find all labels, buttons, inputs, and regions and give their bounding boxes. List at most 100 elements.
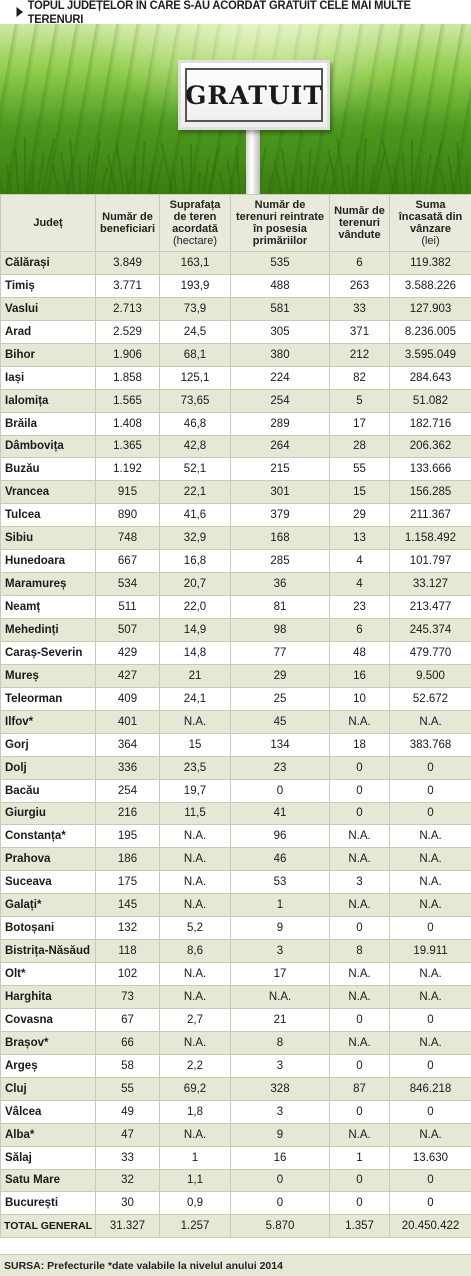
cell-county: Brașov* (0, 1030, 96, 1055)
cell-beneficiaries: 30 (95, 1191, 160, 1216)
grass-blade (23, 137, 26, 194)
grass-blade (60, 152, 69, 194)
cell-beneficiaries: 1.906 (95, 342, 160, 367)
cell-area: N.A. (159, 893, 231, 918)
cell-sold: N.A. (329, 962, 390, 986)
cell-revenue: 0 (389, 1168, 471, 1193)
cell-county: Botoșani (0, 916, 96, 941)
cell-county: Sălaj (0, 1145, 96, 1170)
table-row: Ilfov* 401 N.A. 45 N.A. N.A. (0, 709, 471, 734)
cell-returned: 45 (230, 709, 330, 734)
cell-beneficiaries: 336 (95, 755, 160, 780)
cell-county: Sibiu (0, 526, 96, 551)
cell-area: 21 (159, 663, 231, 688)
cell-sold: 0 (329, 1191, 390, 1216)
header-beneficiaries: Număr de beneficiari (95, 194, 160, 252)
cell-sold: 0 (329, 778, 390, 803)
header-area: Suprafața de teren acordată (hectare) (159, 194, 231, 252)
grass-blade (30, 163, 35, 194)
cell-beneficiaries: 1.408 (95, 411, 160, 436)
cell-area: 2,2 (159, 1053, 231, 1078)
grass-blade (99, 167, 108, 194)
cell-beneficiaries: 1.858 (95, 365, 160, 390)
table-row: București 30 0,9 0 0 0 (0, 1191, 471, 1216)
cell-beneficiaries: 32 (95, 1168, 160, 1193)
cell-sold: N.A. (329, 1122, 390, 1147)
cell-returned: 53 (230, 870, 330, 895)
table-row: Vaslui 2.713 73,9 581 33 127.903 (0, 296, 471, 321)
cell-area: N.A. (159, 870, 231, 895)
cell-area: 73,9 (159, 296, 231, 321)
cell-beneficiaries: 118 (95, 939, 160, 964)
cell-area: 73,65 (159, 388, 231, 413)
table-row: Maramureș 534 20,7 36 4 33.127 (0, 572, 471, 597)
cell-county: Argeș (0, 1053, 96, 1078)
cell-revenue: N.A. (389, 824, 471, 849)
cell-revenue: 0 (389, 1053, 471, 1078)
cell-revenue: 9.500 (389, 663, 471, 688)
cell-sold: 1 (329, 1145, 390, 1170)
grass-blade (134, 155, 137, 194)
page-title: TOPUL JUDEȚELOR ÎN CARE S-AU ACORDAT GRA… (16, 0, 455, 26)
cell-sold: N.A. (329, 824, 390, 849)
cell-sold: 29 (329, 503, 390, 528)
cell-beneficiaries: 1.192 (95, 457, 160, 482)
cell-beneficiaries: 33 (95, 1145, 160, 1170)
grass-blade (85, 152, 91, 194)
cell-revenue: 0 (389, 1191, 471, 1216)
cell-area: 193,9 (159, 273, 231, 298)
cell-sold: 371 (329, 319, 390, 344)
grass-blade (439, 168, 448, 194)
cell-beneficiaries: 507 (95, 618, 160, 642)
cell-sold: 212 (329, 342, 390, 367)
table-row: Arad 2.529 24,5 305 371 8.236.005 (0, 319, 471, 344)
grass-blade (114, 141, 125, 194)
cell-revenue: 156.285 (389, 480, 471, 505)
cell-area: 11,5 (159, 801, 231, 826)
cell-beneficiaries: 3.771 (95, 273, 160, 298)
cell-area: N.A. (159, 1122, 231, 1147)
grass-blade (456, 141, 462, 194)
cell-revenue: 0 (389, 778, 471, 803)
cell-sold: 0 (329, 1099, 390, 1124)
cell-beneficiaries: 1.565 (95, 388, 160, 413)
cell-beneficiaries: 145 (95, 893, 160, 918)
cell-area: 14,9 (159, 618, 231, 642)
grass-blade (79, 166, 81, 194)
cell-beneficiaries: 748 (95, 526, 160, 551)
grass-blade (300, 162, 303, 194)
cell-returned: 215 (230, 457, 330, 482)
cell-beneficiaries: 2.529 (95, 319, 160, 344)
cell-area: 42,8 (159, 434, 231, 459)
cell-returned: 581 (230, 296, 330, 321)
cell-area: 5,2 (159, 916, 231, 941)
cell-returned: 254 (230, 388, 330, 413)
cell-revenue: 213.477 (389, 595, 471, 619)
total-beneficiaries: 31.327 (95, 1214, 160, 1239)
cell-county: Ialomița (0, 388, 96, 413)
cell-county: Maramureș (0, 572, 96, 597)
cell-returned: 535 (230, 251, 330, 275)
cell-area: 8,6 (159, 939, 231, 964)
cell-beneficiaries: 409 (95, 686, 160, 711)
table-row: Harghita 73 N.A. N.A. N.A. N.A. (0, 985, 471, 1009)
header-county: Județ (0, 194, 96, 252)
cell-revenue: 479.770 (389, 640, 471, 665)
cell-revenue: 119.382 (389, 251, 471, 275)
cell-sold: 0 (329, 755, 390, 780)
cell-returned: 264 (230, 434, 330, 459)
grass-blade (172, 169, 178, 194)
cell-sold: 4 (329, 549, 390, 574)
table-row: Neamț 511 22,0 81 23 213.477 (0, 595, 471, 619)
cell-area: 22,0 (159, 595, 231, 619)
cell-returned: 0 (230, 778, 330, 803)
cell-returned: 8 (230, 1030, 330, 1055)
cell-county: Neamț (0, 595, 96, 619)
cell-area: 125,1 (159, 365, 231, 390)
cell-county: Harghita (0, 985, 96, 1009)
grass-blade (306, 148, 312, 194)
cell-returned: 134 (230, 732, 330, 757)
grass-blade (180, 156, 185, 194)
cell-beneficiaries: 49 (95, 1099, 160, 1124)
grass-blade (218, 172, 226, 194)
